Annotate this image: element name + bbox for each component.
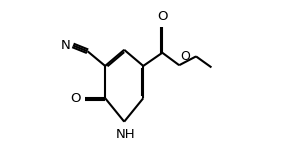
- Text: N: N: [60, 39, 70, 52]
- Text: NH: NH: [116, 128, 135, 141]
- Text: O: O: [180, 50, 190, 63]
- Text: O: O: [157, 10, 168, 23]
- Text: O: O: [71, 92, 81, 105]
